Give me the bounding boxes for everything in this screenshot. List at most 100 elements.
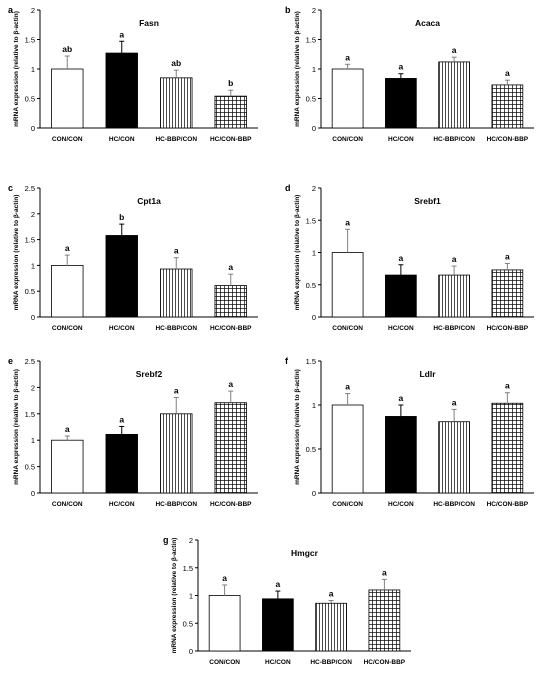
x-category-label: HC/CON-BBP [487, 325, 529, 332]
significance-label: a [65, 424, 70, 434]
bar-4 [491, 84, 524, 129]
x-category-label: HC/CON [109, 136, 135, 143]
bar-3 [315, 602, 347, 652]
panel-g: g Hmgcr 0 0.5 1 1.5 2 mRNA expression (relative… [163, 535, 411, 666]
x-category-label: HC/CON-BBP [487, 136, 529, 143]
chart-title: Fasn [139, 18, 159, 28]
bar-4 [214, 285, 247, 318]
y-tick-label: 2.5 [25, 357, 35, 366]
bar-1 [331, 252, 364, 318]
bar-2 [262, 598, 294, 652]
bar-3 [438, 421, 470, 494]
y-tick-label: 0.5 [25, 287, 35, 296]
bar-3 [160, 268, 193, 318]
significance-label: ab [171, 58, 181, 68]
x-category-label: HC/CON [109, 325, 135, 332]
significance-label: a [399, 62, 404, 72]
chart-title: Acaca [415, 18, 440, 28]
x-category-label: CON/CON [209, 659, 240, 666]
panel-a: a Fasn 0 0.5 1 1.5 2 mRNA expression (relative … [8, 5, 258, 143]
panel-letter: g [163, 535, 169, 545]
y-tick-label: 2 [312, 6, 316, 15]
chart-title: Hmgcr [291, 548, 319, 558]
y-tick-label: 0.5 [183, 619, 193, 628]
chart-title: Srebf2 [136, 369, 163, 379]
x-category-label: HC/CON [109, 501, 135, 508]
chart-title: Srebf1 [414, 196, 441, 206]
chart-title: Cpt1a [137, 196, 161, 206]
bar-2 [385, 416, 417, 494]
y-tick-label: 1 [31, 436, 35, 445]
y-axis-label: mRNA expression (relative to β-actin) [13, 369, 20, 485]
bar-4 [214, 95, 247, 129]
significance-label: a [345, 382, 350, 392]
significance-label: a [505, 251, 510, 261]
panel-e: e Srebf2 0 0.5 1 1.5 2 2.5 mRNA expression (rela… [8, 356, 258, 508]
bar-1 [51, 264, 84, 318]
y-tick-label: 1.5 [25, 236, 35, 245]
panel-letter: d [285, 183, 291, 193]
bar-2 [105, 433, 138, 494]
y-tick-label: 2 [31, 210, 35, 219]
bar-2 [385, 78, 417, 129]
significance-label: ab [62, 44, 72, 54]
bar-3 [438, 61, 470, 129]
panel-f: f Ldlr 0 0.5 1 1.5 mRNA expression (relative t… [285, 356, 534, 508]
y-tick-label: 0.5 [306, 95, 316, 104]
x-category-label: CON/CON [332, 501, 363, 508]
significance-label: a [329, 588, 334, 598]
x-category-label: CON/CON [52, 136, 83, 143]
x-category-label: HC-BBP/CON [433, 325, 475, 332]
panel-letter: e [8, 356, 13, 366]
y-tick-label: 1 [312, 249, 316, 258]
y-tick-label: 0 [312, 313, 316, 322]
y-tick-label: 0 [31, 489, 35, 498]
significance-label: a [228, 262, 233, 272]
significance-label: a [399, 253, 404, 263]
x-category-label: HC/CON-BBP [210, 501, 252, 508]
significance-label: a [345, 52, 350, 62]
y-tick-label: 1 [312, 65, 316, 74]
x-category-label: CON/CON [332, 325, 363, 332]
significance-label: a [276, 579, 281, 589]
x-category-label: CON/CON [332, 136, 363, 143]
y-tick-label: 1 [31, 261, 35, 270]
significance-label: a [452, 254, 457, 264]
x-category-label: CON/CON [52, 501, 83, 508]
x-category-label: HC/CON-BBP [364, 659, 406, 666]
y-axis-label: mRNA expression (relative to β-actin) [294, 11, 301, 127]
panel-letter: b [285, 5, 291, 15]
y-tick-label: 0 [31, 124, 35, 133]
y-tick-label: 0.5 [25, 95, 35, 104]
x-category-label: HC/CON-BBP [210, 136, 252, 143]
y-tick-label: 1 [31, 65, 35, 74]
x-category-label: HC/CON [388, 501, 414, 508]
x-category-label: HC-BBP/CON [155, 136, 197, 143]
x-category-label: HC-BBP/CON [155, 325, 197, 332]
y-tick-label: 0.5 [25, 463, 35, 472]
significance-label: a [119, 414, 124, 424]
bar-2 [105, 235, 138, 318]
significance-label: a [174, 385, 179, 395]
y-tick-label: 2 [31, 6, 35, 15]
y-tick-label: 2 [31, 383, 35, 392]
significance-label: a [228, 379, 233, 389]
bar-1 [51, 439, 84, 494]
y-tick-label: 2 [189, 536, 193, 545]
x-category-label: HC-BBP/CON [155, 501, 197, 508]
bar-1 [208, 595, 241, 652]
bar-1 [331, 404, 364, 494]
x-category-label: HC/CON [388, 136, 414, 143]
bar-2 [385, 274, 417, 318]
y-tick-label: 0 [189, 647, 193, 656]
y-tick-label: 0.5 [306, 281, 316, 290]
y-tick-label: 1.5 [25, 410, 35, 419]
panel-letter: c [8, 183, 13, 193]
significance-label: b [228, 78, 233, 88]
y-tick-label: 1.5 [306, 357, 316, 366]
y-tick-label: 1 [312, 401, 316, 410]
significance-label: a [452, 45, 457, 55]
significance-label: b [119, 212, 124, 222]
x-category-label: HC/CON-BBP [487, 501, 529, 508]
significance-label: a [65, 243, 70, 253]
